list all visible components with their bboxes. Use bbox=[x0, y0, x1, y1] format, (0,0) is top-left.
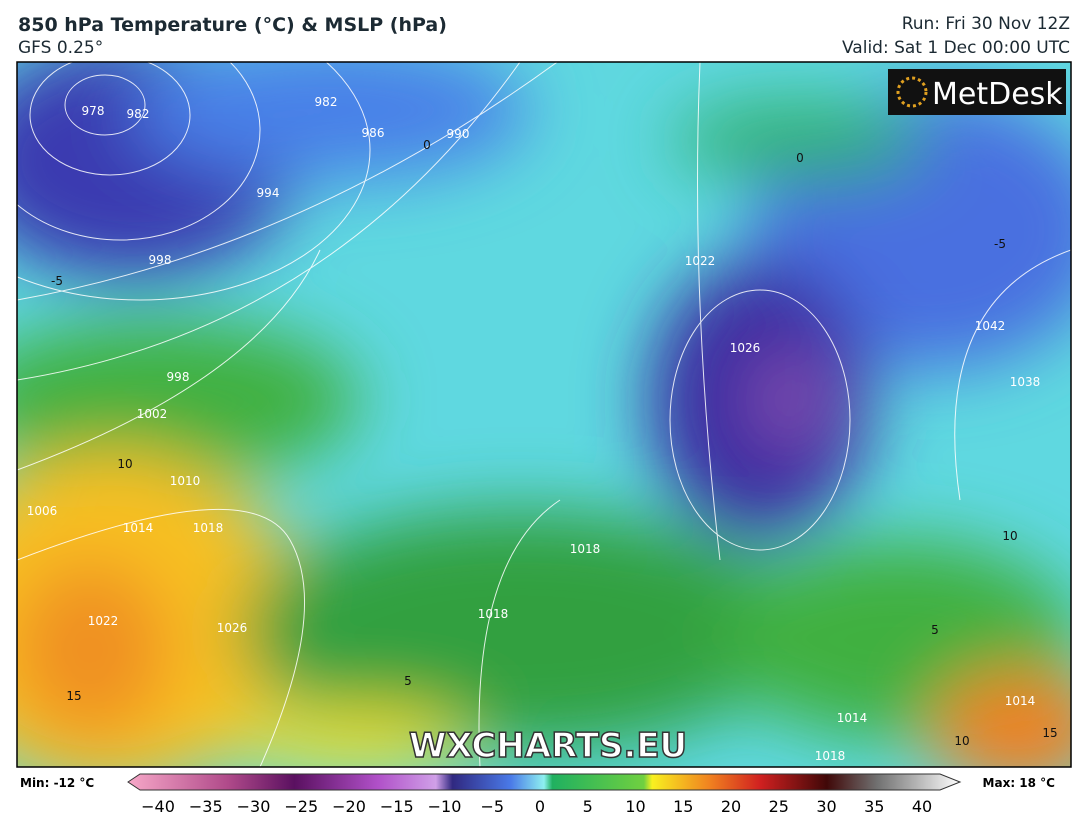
run-time: Run: Fri 30 Nov 12Z bbox=[901, 14, 1070, 34]
isobar-label: 1022 bbox=[685, 254, 716, 268]
isobar-label: 1006 bbox=[27, 504, 58, 518]
colorbar-tick-label: 15 bbox=[673, 797, 693, 816]
colorbar-min: Min: -12 °C bbox=[20, 776, 94, 790]
isobar-label: 1026 bbox=[217, 621, 248, 635]
valid-time: Valid: Sat 1 Dec 00:00 UTC bbox=[842, 38, 1070, 58]
isobar-label: 982 bbox=[315, 95, 338, 109]
colorbar-tick-label: −25 bbox=[284, 797, 318, 816]
isobar-label: 1018 bbox=[478, 607, 509, 621]
isobar-label: 994 bbox=[257, 186, 280, 200]
isobar-label: 986 bbox=[362, 126, 385, 140]
temperature-label: 10 bbox=[1002, 529, 1017, 543]
isobar-label: 982 bbox=[127, 107, 150, 121]
colorbar-tick-label: 0 bbox=[535, 797, 545, 816]
logo: MetDesk bbox=[932, 77, 1063, 112]
isobar-label: 998 bbox=[149, 253, 172, 267]
isobar-label: 1014 bbox=[837, 711, 868, 725]
isobar-label: 1002 bbox=[137, 407, 168, 421]
colorbar-tick-label: −40 bbox=[141, 797, 175, 816]
colorbar-tick-label: 20 bbox=[721, 797, 741, 816]
model: GFS 0.25° bbox=[18, 38, 104, 58]
isobar-label: 1042 bbox=[975, 319, 1006, 333]
isobar-label: 1026 bbox=[730, 341, 761, 355]
isobar-label: 1018 bbox=[570, 542, 601, 556]
colorbar-max: Max: 18 °C bbox=[983, 776, 1056, 790]
colorbar-ticks: −40 −35 −30 −25 −20 −15 −10 −5 0 5 10 15 20 25 30 35 40 bbox=[141, 797, 932, 816]
temperature-label: -5 bbox=[994, 237, 1006, 251]
isobar-label: 978 bbox=[82, 104, 105, 118]
temperature-field bbox=[17, 62, 1071, 767]
title: 850 hPa Temperature (°C) & MSLP (hPa) bbox=[18, 14, 447, 36]
temperature-label: 10 bbox=[954, 734, 969, 748]
colorbar-tick-label: 30 bbox=[816, 797, 836, 816]
isobar-label: 1014 bbox=[123, 521, 154, 535]
temperature-label: 15 bbox=[66, 689, 81, 703]
colorbar-tick-label: 10 bbox=[625, 797, 645, 816]
temperature-label: 5 bbox=[931, 623, 939, 637]
colorbar bbox=[127, 773, 962, 791]
isobar-label: 990 bbox=[447, 127, 470, 141]
colorbar-tick-label: 40 bbox=[912, 797, 932, 816]
colorbar-tick-label: −35 bbox=[189, 797, 223, 816]
isobar-label: 1022 bbox=[88, 614, 119, 628]
colorbar-tick-label: −10 bbox=[428, 797, 462, 816]
temperature-label: 5 bbox=[404, 674, 412, 688]
isobar-label: 1018 bbox=[815, 749, 846, 763]
isobar-label: 1018 bbox=[193, 521, 224, 535]
colorbar-tick-label: −15 bbox=[380, 797, 414, 816]
temperature-label: 10 bbox=[117, 457, 132, 471]
colorbar-tick-label: 5 bbox=[583, 797, 593, 816]
temperature-label: 15 bbox=[1042, 726, 1057, 740]
temperature-label: -5 bbox=[51, 274, 63, 288]
colorbar-tick-label: −5 bbox=[480, 797, 504, 816]
temperature-label: 0 bbox=[796, 151, 804, 165]
isobar-label: 1010 bbox=[170, 474, 201, 488]
colorbar-tick-label: −20 bbox=[332, 797, 366, 816]
isobar-label: 998 bbox=[167, 370, 190, 384]
temperature-label: 0 bbox=[423, 138, 431, 152]
colorbar-tick-label: 35 bbox=[864, 797, 884, 816]
watermark: WXCHARTS.EU bbox=[409, 726, 687, 766]
isobar-label: 1014 bbox=[1005, 694, 1036, 708]
colorbar-tick-label: −30 bbox=[237, 797, 271, 816]
colorbar-tick-label: 25 bbox=[769, 797, 789, 816]
isobar-label: 1038 bbox=[1010, 375, 1041, 389]
